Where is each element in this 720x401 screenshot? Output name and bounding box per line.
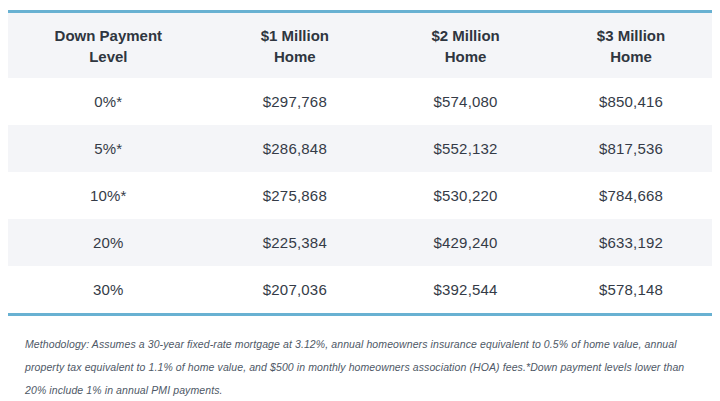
cell-2m-cost: $429,240	[381, 219, 550, 266]
table-row: 10%* $275,868 $530,220 $784,668	[8, 172, 712, 219]
header-text: Home	[209, 46, 381, 67]
cell-2m-cost: $530,220	[381, 172, 550, 219]
header-text: Down Payment	[8, 25, 209, 46]
column-header-down-payment-level: Down Payment Level	[8, 13, 209, 78]
cell-down-payment-level: 0%*	[8, 78, 209, 125]
cell-down-payment-level: 10%*	[8, 172, 209, 219]
table-header-row: Down Payment Level $1 Million Home $2 Mi…	[8, 13, 712, 78]
cell-2m-cost: $392,544	[381, 266, 550, 313]
cost-table: Down Payment Level $1 Million Home $2 Mi…	[8, 13, 712, 313]
cell-3m-cost: $633,192	[550, 219, 712, 266]
cell-1m-cost: $225,384	[209, 219, 381, 266]
mortgage-cost-table-graphic: Down Payment Level $1 Million Home $2 Mi…	[0, 10, 720, 401]
header-text: Home	[550, 46, 712, 67]
cell-2m-cost: $552,132	[381, 125, 550, 172]
methodology-footnote: Methodology: Assumes a 30-year fixed-rat…	[25, 333, 688, 401]
cost-table-container: Down Payment Level $1 Million Home $2 Mi…	[8, 10, 712, 316]
cell-down-payment-level: 30%	[8, 266, 209, 313]
cell-1m-cost: $275,868	[209, 172, 381, 219]
header-text: Home	[381, 46, 550, 67]
table-row: 5%* $286,848 $552,132 $817,536	[8, 125, 712, 172]
cell-3m-cost: $784,668	[550, 172, 712, 219]
cell-3m-cost: $850,416	[550, 78, 712, 125]
column-header-1-million-home: $1 Million Home	[209, 13, 381, 78]
table-row: 30% $207,036 $392,544 $578,148	[8, 266, 712, 313]
column-header-2-million-home: $2 Million Home	[381, 13, 550, 78]
header-text: $3 Million	[550, 25, 712, 46]
cell-1m-cost: $297,768	[209, 78, 381, 125]
cell-2m-cost: $574,080	[381, 78, 550, 125]
column-header-3-million-home: $3 Million Home	[550, 13, 712, 78]
cell-1m-cost: $207,036	[209, 266, 381, 313]
header-text: $2 Million	[381, 25, 550, 46]
header-text: $1 Million	[209, 25, 381, 46]
cell-3m-cost: $817,536	[550, 125, 712, 172]
table-row: 0%* $297,768 $574,080 $850,416	[8, 78, 712, 125]
cell-3m-cost: $578,148	[550, 266, 712, 313]
header-text: Level	[8, 46, 209, 67]
cell-down-payment-level: 20%	[8, 219, 209, 266]
cell-down-payment-level: 5%*	[8, 125, 209, 172]
table-row: 20% $225,384 $429,240 $633,192	[8, 219, 712, 266]
cell-1m-cost: $286,848	[209, 125, 381, 172]
